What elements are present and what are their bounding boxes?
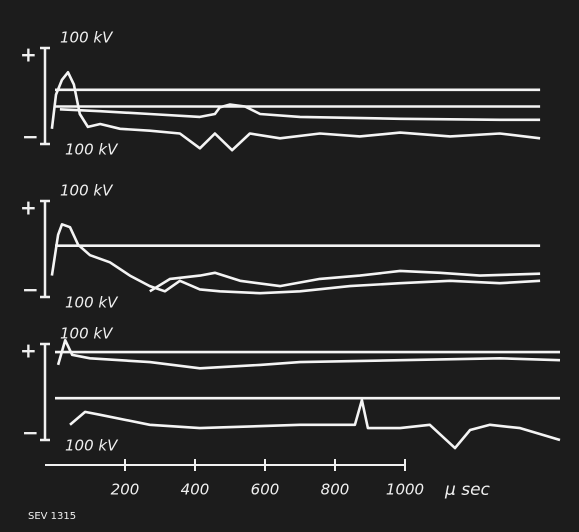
plus-sign: +: [20, 196, 37, 220]
scale-label: 100 kV: [65, 141, 119, 159]
scale-label: 100 kV: [60, 325, 114, 343]
scale-label: 100 kV: [65, 294, 119, 312]
caption: SEV 1315: [28, 511, 76, 522]
page: SEV 1315 + − 100 kV 100 kV + − 100 kV 100 kV + − 1…: [0, 0, 579, 532]
plus-sign: +: [20, 43, 37, 67]
x-tick-label: 200: [111, 481, 140, 499]
x-axis-label: μ sec: [444, 480, 491, 500]
scale-label: 100 kV: [60, 182, 114, 200]
x-tick-label: 400: [181, 481, 210, 499]
x-tick-label: 800: [321, 481, 350, 499]
minus-sign: −: [22, 421, 39, 445]
plus-sign: +: [20, 339, 37, 363]
x-tick-label: 600: [251, 481, 280, 499]
minus-sign: −: [22, 125, 39, 149]
x-tick-label: 1000: [386, 481, 424, 499]
minus-sign: −: [22, 278, 39, 302]
scale-label: 100 kV: [60, 29, 114, 47]
oscillogram: SEV 1315 + − 100 kV 100 kV + − 100 kV 100 kV + − 1…: [0, 0, 579, 532]
scale-label: 100 kV: [65, 437, 119, 455]
